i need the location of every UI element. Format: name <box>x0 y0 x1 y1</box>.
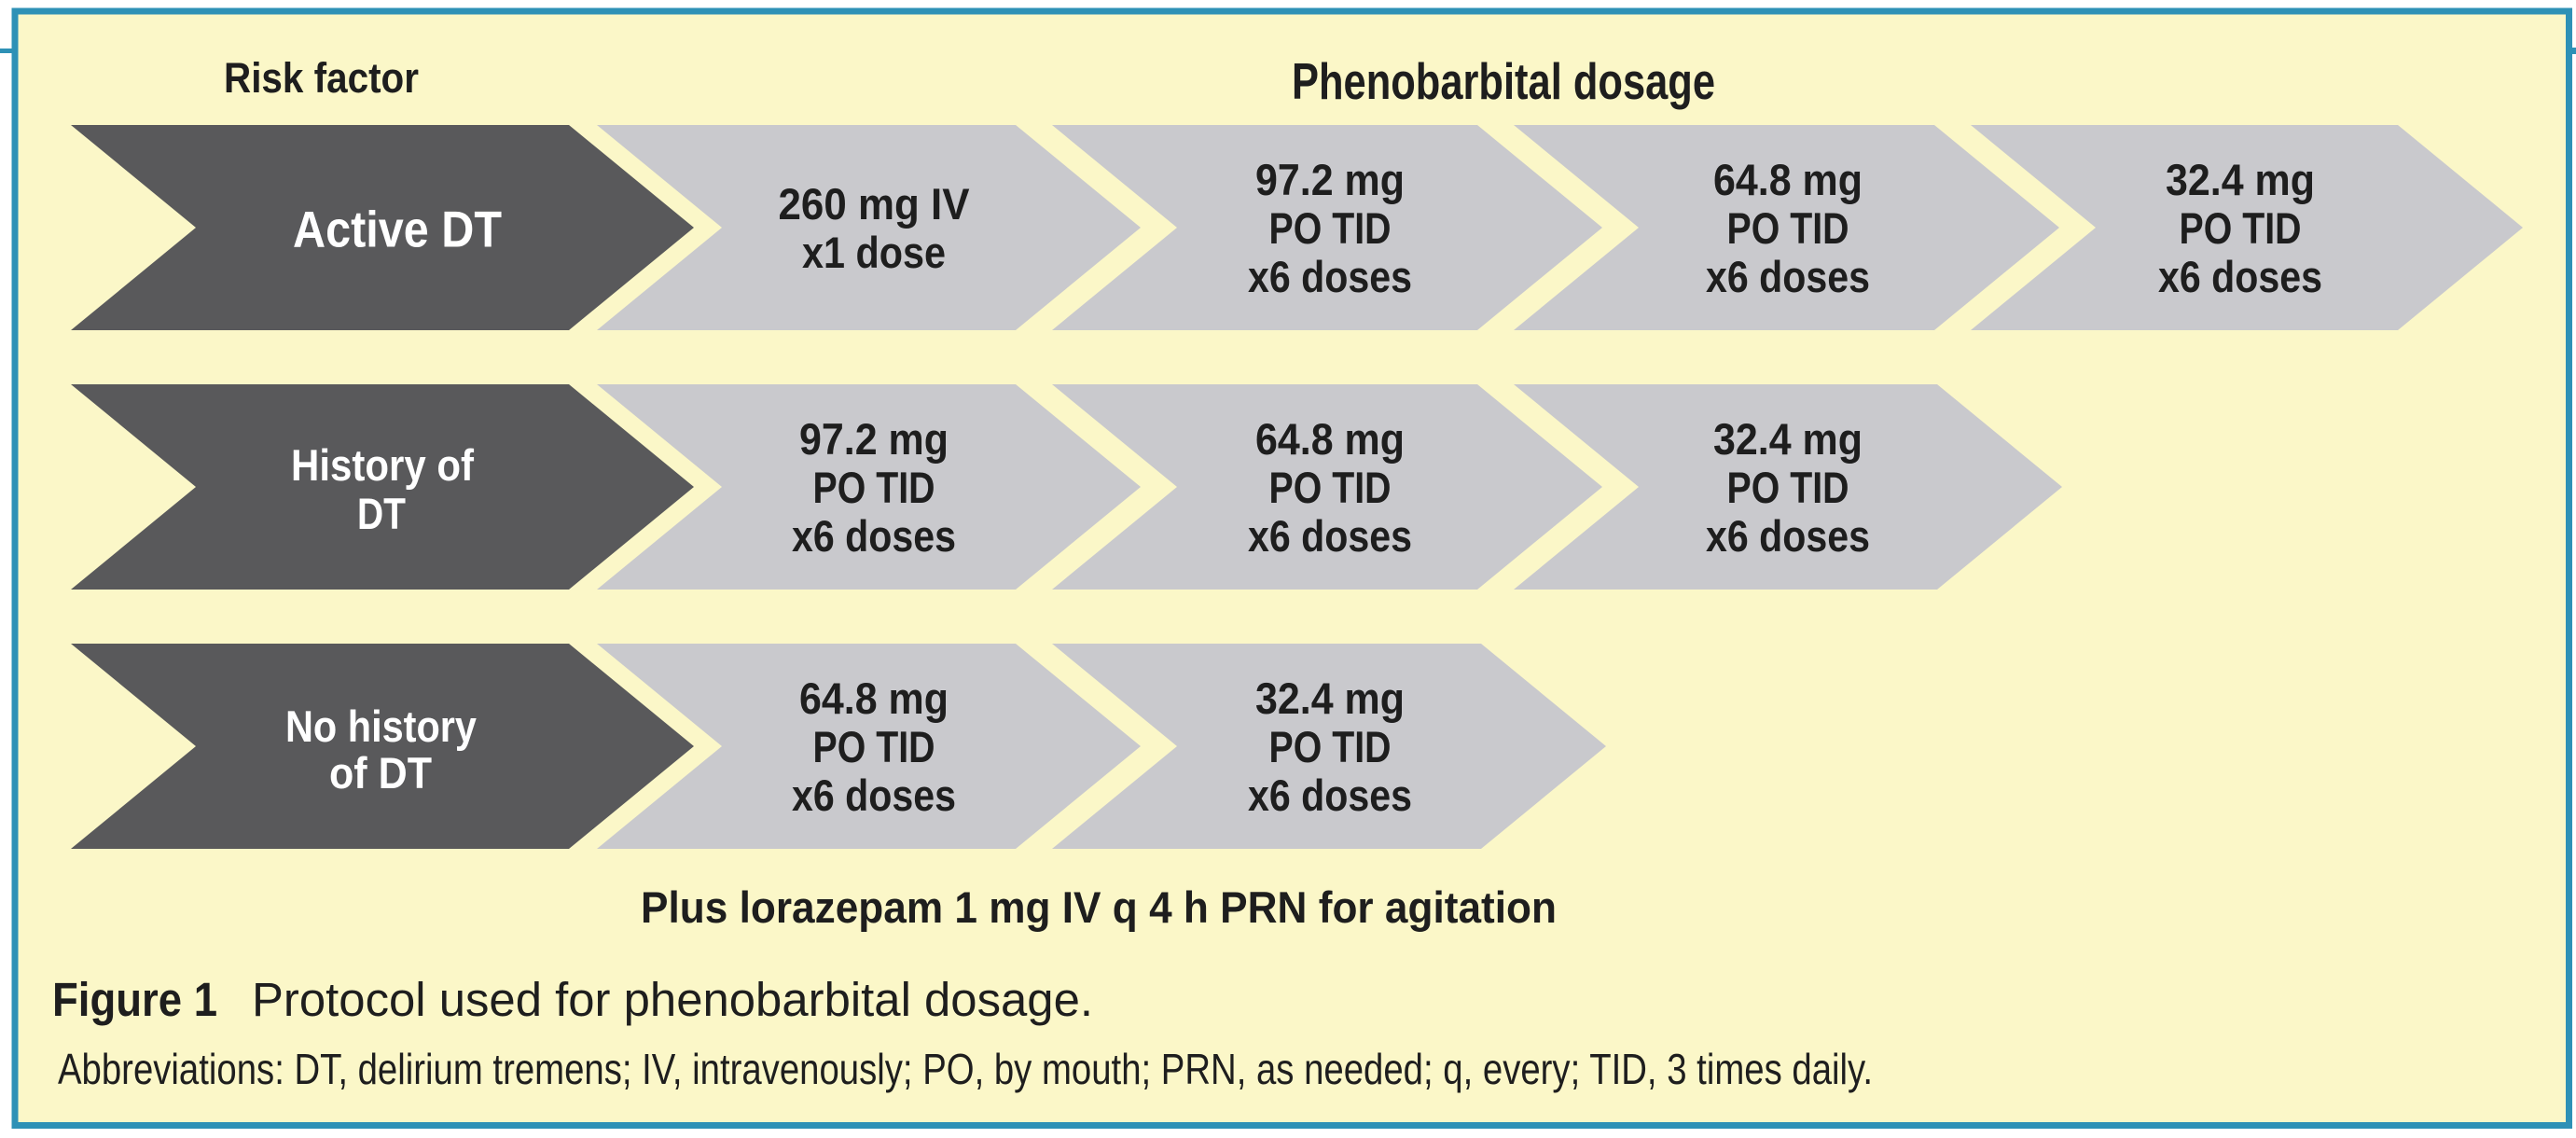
svg-text:Risk factor: Risk factor <box>224 54 419 102</box>
svg-text:x6 doses: x6 doses <box>1248 770 1412 820</box>
svg-text:x6 doses: x6 doses <box>2158 252 2322 301</box>
svg-text:DT: DT <box>357 489 406 538</box>
svg-text:PO TID: PO TID <box>1727 203 1849 253</box>
svg-text:x6 doses: x6 doses <box>1706 511 1870 561</box>
svg-text:Active DT: Active DT <box>293 201 502 258</box>
svg-text:x6 doses: x6 doses <box>1706 252 1870 301</box>
svg-text:x1 dose: x1 dose <box>802 228 946 277</box>
svg-text:PO TID: PO TID <box>1269 722 1392 771</box>
svg-text:History of: History of <box>291 440 474 490</box>
svg-text:260 mg IV: 260 mg IV <box>779 179 971 229</box>
svg-text:x6 doses: x6 doses <box>792 770 956 820</box>
svg-text:PO TID: PO TID <box>1269 203 1392 253</box>
svg-text:32.4 mg: 32.4 mg <box>2166 155 2315 204</box>
svg-text:PO TID: PO TID <box>2180 203 2302 253</box>
svg-text:PO TID: PO TID <box>813 463 935 512</box>
svg-text:x6 doses: x6 doses <box>1248 511 1412 561</box>
svg-text:PO TID: PO TID <box>1269 463 1392 512</box>
svg-text:64.8 mg: 64.8 mg <box>1255 414 1405 464</box>
svg-text:No history: No history <box>285 701 477 751</box>
svg-text:Abbreviations: DT, delirium tr: Abbreviations: DT, delirium tremens; IV,… <box>58 1045 1873 1093</box>
svg-text:97.2 mg: 97.2 mg <box>799 414 949 464</box>
svg-text:Phenobarbital dosage: Phenobarbital dosage <box>1292 52 1715 110</box>
svg-text:64.8 mg: 64.8 mg <box>1713 155 1863 204</box>
svg-text:Plus lorazepam 1 mg IV q 4 h P: Plus lorazepam 1 mg IV q 4 h PRN for agi… <box>641 882 1557 932</box>
svg-text:Figure 1: Figure 1 <box>52 973 217 1026</box>
svg-text:of DT: of DT <box>329 748 432 798</box>
svg-text:Protocol used for phenobarbita: Protocol used for phenobarbital dosage. <box>252 973 1093 1026</box>
svg-text:64.8 mg: 64.8 mg <box>799 673 949 723</box>
svg-text:97.2 mg: 97.2 mg <box>1255 155 1405 204</box>
svg-text:x6 doses: x6 doses <box>1248 252 1412 301</box>
svg-text:PO TID: PO TID <box>813 722 935 771</box>
svg-text:x6 doses: x6 doses <box>792 511 956 561</box>
svg-text:32.4 mg: 32.4 mg <box>1713 414 1863 464</box>
svg-text:PO TID: PO TID <box>1727 463 1849 512</box>
svg-text:32.4 mg: 32.4 mg <box>1255 673 1405 723</box>
